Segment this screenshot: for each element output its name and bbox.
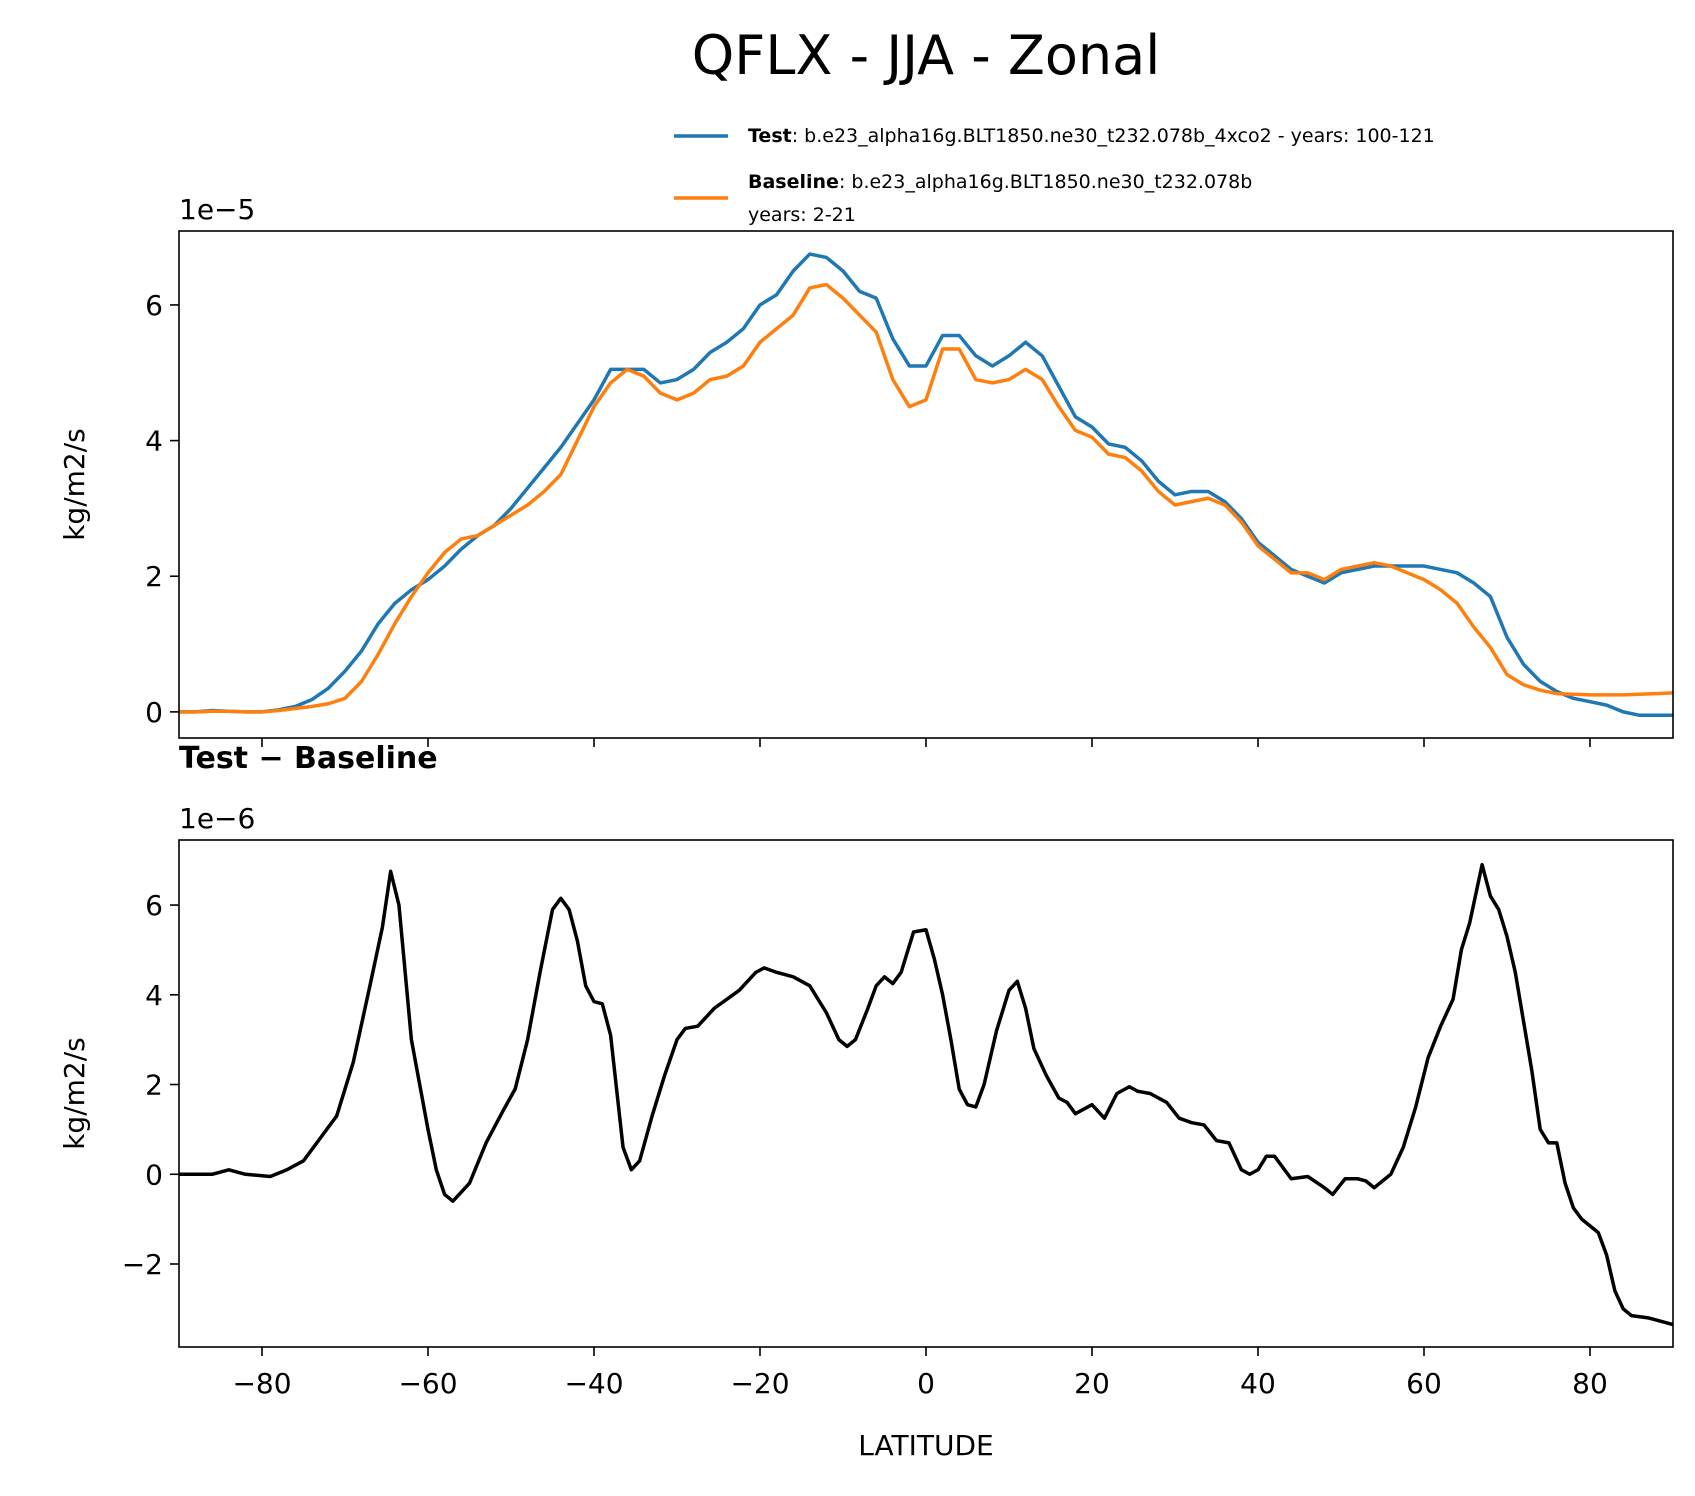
legend-detail: : b.e23_alpha16g.BLT1850.ne30_t232.078b_… xyxy=(792,125,1435,147)
x-tick-label: −60 xyxy=(398,1367,457,1400)
x-tick-label: 80 xyxy=(1572,1367,1608,1400)
y-tick-label: 4 xyxy=(145,425,163,458)
y-tick-label: 2 xyxy=(145,560,163,593)
y-offset-text: 1e−6 xyxy=(179,802,255,835)
series-line xyxy=(179,252,1673,718)
y-tick-label: 0 xyxy=(145,696,163,729)
y-tick-label: 6 xyxy=(145,889,163,922)
x-tick-label: 0 xyxy=(917,1367,935,1400)
legend-label: Test: b.e23_alpha16g.BLT1850.ne30_t232.0… xyxy=(748,125,1435,147)
series-line xyxy=(179,282,1673,714)
axes-frame xyxy=(178,230,1674,739)
x-tick-label: −40 xyxy=(564,1367,623,1400)
y-tick-label: 0 xyxy=(145,1158,163,1191)
legend-detail: : b.e23_alpha16g.BLT1850.ne30_t232.078b xyxy=(839,171,1252,193)
series-line xyxy=(179,862,1673,1327)
axes-frame xyxy=(178,839,1674,1348)
legend-detail: years: 2-21 xyxy=(748,204,856,226)
y-tick-label: 6 xyxy=(145,289,163,322)
x-tick-label: 40 xyxy=(1240,1367,1276,1400)
figure-title: QFLX - JJA - Zonal xyxy=(692,24,1160,87)
y-tick-label: −2 xyxy=(122,1248,163,1281)
x-tick-label: 20 xyxy=(1074,1367,1110,1400)
legend-name: Test xyxy=(748,125,792,147)
y-axis-label: kg/m2/s xyxy=(58,428,91,541)
legend-label: Baseline: b.e23_alpha16g.BLT1850.ne30_t2… xyxy=(748,171,1252,193)
x-tick-label: −20 xyxy=(730,1367,789,1400)
y-offset-text: 1e−5 xyxy=(179,193,255,226)
y-axis-label: kg/m2/s xyxy=(58,1037,91,1150)
x-tick-label: −80 xyxy=(232,1367,291,1400)
x-axis-label: LATITUDE xyxy=(858,1429,993,1462)
subplot-title: Test − Baseline xyxy=(179,741,438,776)
x-tick-label: 60 xyxy=(1406,1367,1442,1400)
y-tick-label: 4 xyxy=(145,979,163,1012)
y-tick-label: 2 xyxy=(145,1069,163,1102)
legend-name: Baseline xyxy=(748,171,839,193)
